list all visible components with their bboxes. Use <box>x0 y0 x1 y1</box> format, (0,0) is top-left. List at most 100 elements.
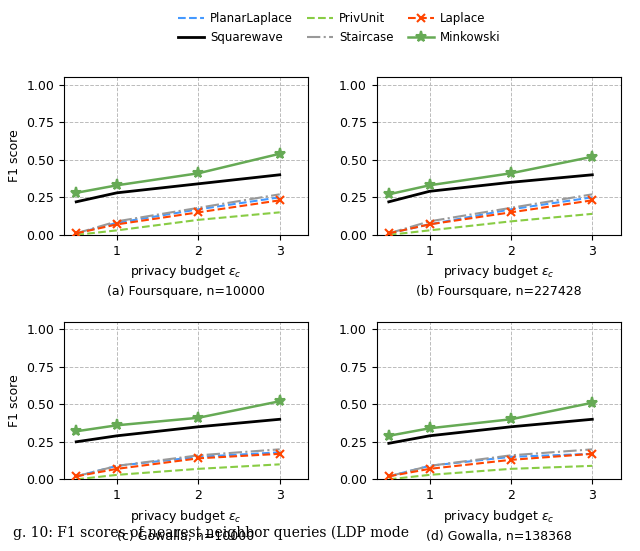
PrivUnit <box>426 472 433 478</box>
Minkowski <box>276 150 284 157</box>
X-axis label: privacy budget $\epsilon_c$: privacy budget $\epsilon_c$ <box>443 263 554 280</box>
PrivUnit <box>507 218 515 225</box>
PlanarLaplace <box>588 194 596 201</box>
Minkowski <box>72 190 80 196</box>
PrivUnit <box>385 476 392 483</box>
Laplace <box>113 221 121 228</box>
Line: Laplace: Laplace <box>385 196 596 237</box>
Line: Squarewave: Squarewave <box>76 175 280 202</box>
Minkowski <box>276 398 284 404</box>
Staircase <box>113 218 121 225</box>
Squarewave <box>72 439 80 445</box>
Squarewave <box>426 188 433 195</box>
Line: Squarewave: Squarewave <box>388 175 592 202</box>
Line: PrivUnit: PrivUnit <box>76 464 280 479</box>
Minkowski <box>195 414 202 421</box>
Staircase <box>385 473 392 480</box>
Staircase <box>507 452 515 458</box>
Minkowski <box>195 170 202 176</box>
Line: Laplace: Laplace <box>72 450 284 480</box>
Laplace <box>72 230 80 237</box>
Text: (d) Gowalla, n=138368: (d) Gowalla, n=138368 <box>426 530 572 543</box>
Staircase <box>426 462 433 469</box>
Staircase <box>195 204 202 211</box>
Staircase <box>426 218 433 225</box>
PrivUnit <box>276 461 284 468</box>
Staircase <box>72 473 80 480</box>
Line: Staircase: Staircase <box>388 195 592 234</box>
PrivUnit <box>72 231 80 238</box>
Line: PlanarLaplace: PlanarLaplace <box>76 452 280 477</box>
PrivUnit <box>195 466 202 472</box>
Minkowski <box>426 425 433 431</box>
Laplace <box>276 197 284 204</box>
PlanarLaplace <box>588 451 596 457</box>
Squarewave <box>72 198 80 205</box>
PlanarLaplace <box>195 206 202 213</box>
PlanarLaplace <box>426 221 433 228</box>
Minkowski <box>72 428 80 435</box>
Staircase <box>72 230 80 237</box>
Laplace <box>507 457 515 463</box>
Line: Minkowski: Minkowski <box>383 151 598 200</box>
Line: PrivUnit: PrivUnit <box>76 212 280 235</box>
Line: PlanarLaplace: PlanarLaplace <box>388 197 592 234</box>
Minkowski <box>385 191 392 198</box>
Squarewave <box>113 433 121 439</box>
Laplace <box>426 466 433 472</box>
Laplace <box>276 451 284 457</box>
Squarewave <box>195 181 202 187</box>
PrivUnit <box>195 217 202 223</box>
Squarewave <box>195 424 202 430</box>
Staircase <box>588 446 596 452</box>
Staircase <box>507 204 515 211</box>
PlanarLaplace <box>507 206 515 213</box>
PlanarLaplace <box>195 453 202 460</box>
Line: PrivUnit: PrivUnit <box>388 466 592 479</box>
Minkowski <box>588 399 596 406</box>
Squarewave <box>276 171 284 178</box>
Line: Minkowski: Minkowski <box>70 396 285 437</box>
Line: Minkowski: Minkowski <box>383 397 598 441</box>
Line: Squarewave: Squarewave <box>76 419 280 442</box>
Squarewave <box>588 171 596 178</box>
Squarewave <box>507 179 515 186</box>
PrivUnit <box>588 210 596 217</box>
Staircase <box>588 191 596 198</box>
Laplace <box>72 473 80 480</box>
Squarewave <box>507 424 515 430</box>
Laplace <box>385 230 392 237</box>
Text: g. 10: F1 scores of nearest neighbor queries (LDP mode: g. 10: F1 scores of nearest neighbor que… <box>13 526 409 540</box>
Staircase <box>195 452 202 458</box>
Line: Squarewave: Squarewave <box>388 419 592 444</box>
Laplace <box>195 455 202 462</box>
Staircase <box>276 446 284 452</box>
Laplace <box>113 466 121 472</box>
Squarewave <box>113 190 121 196</box>
Line: Staircase: Staircase <box>76 449 280 477</box>
Legend: PlanarLaplace, Squarewave, PrivUnit, Staircase, Laplace, Minkowski: PlanarLaplace, Squarewave, PrivUnit, Sta… <box>175 9 504 47</box>
Laplace <box>426 221 433 228</box>
PrivUnit <box>113 227 121 234</box>
PrivUnit <box>426 227 433 234</box>
Staircase <box>276 191 284 198</box>
X-axis label: privacy budget $\epsilon_c$: privacy budget $\epsilon_c$ <box>131 263 242 280</box>
Laplace <box>588 197 596 204</box>
PlanarLaplace <box>72 230 80 237</box>
Y-axis label: F1 score: F1 score <box>8 129 20 182</box>
X-axis label: privacy budget $\epsilon_c$: privacy budget $\epsilon_c$ <box>443 507 554 525</box>
PlanarLaplace <box>507 453 515 460</box>
Squarewave <box>426 433 433 439</box>
Minkowski <box>113 182 121 188</box>
Line: PlanarLaplace: PlanarLaplace <box>388 454 592 477</box>
Laplace <box>507 209 515 215</box>
PlanarLaplace <box>113 462 121 469</box>
PlanarLaplace <box>426 462 433 469</box>
Line: PrivUnit: PrivUnit <box>388 214 592 235</box>
Line: Minkowski: Minkowski <box>70 148 285 198</box>
Y-axis label: F1 score: F1 score <box>8 374 20 427</box>
PrivUnit <box>113 472 121 478</box>
Minkowski <box>426 182 433 188</box>
Text: (c) Gowalla, n=10000: (c) Gowalla, n=10000 <box>118 530 255 543</box>
Laplace <box>385 473 392 480</box>
